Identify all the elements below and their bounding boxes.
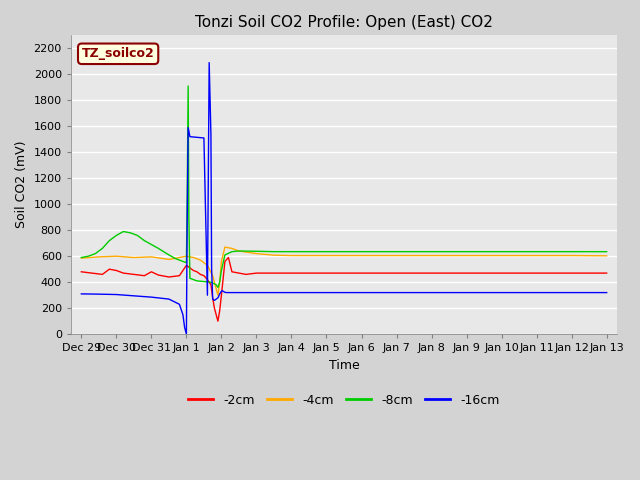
Legend: -2cm, -4cm, -8cm, -16cm: -2cm, -4cm, -8cm, -16cm	[183, 389, 505, 411]
Text: TZ_soilco2: TZ_soilco2	[82, 48, 154, 60]
Y-axis label: Soil CO2 (mV): Soil CO2 (mV)	[15, 141, 28, 228]
X-axis label: Time: Time	[328, 359, 360, 372]
Title: Tonzi Soil CO2 Profile: Open (East) CO2: Tonzi Soil CO2 Profile: Open (East) CO2	[195, 15, 493, 30]
